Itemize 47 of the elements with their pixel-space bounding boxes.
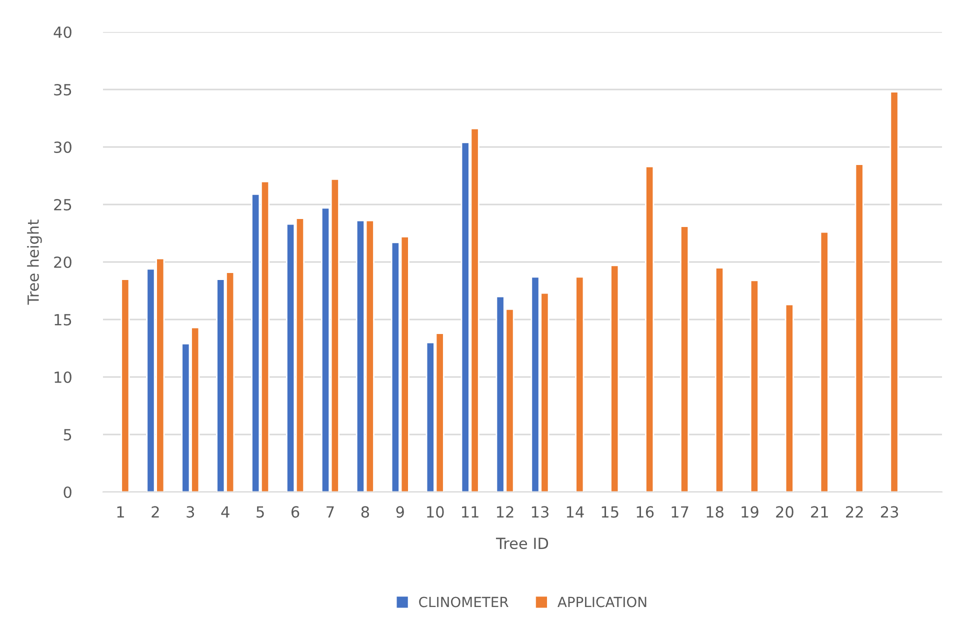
x-tick-label: 9 — [396, 506, 404, 518]
y-tick-label: 5 — [64, 429, 72, 441]
x-axis-title: Tree ID — [496, 538, 548, 550]
y-tick-label: 35 — [54, 84, 72, 96]
x-tick-label: 23 — [880, 506, 898, 518]
x-tick-label: 5 — [256, 506, 264, 518]
y-tick-label: 0 — [64, 486, 72, 498]
bar — [854, 164, 864, 492]
x-tick-label: 1 — [117, 506, 124, 518]
x-tick-label: 22 — [846, 506, 863, 518]
y-tick-label: 15 — [54, 314, 72, 326]
x-tick-label: 8 — [361, 506, 369, 518]
y-tick-label: 20 — [54, 256, 72, 268]
bar — [820, 231, 829, 492]
y-tick-label: 40 — [54, 26, 72, 38]
bar — [750, 280, 759, 492]
x-tick-label: 20 — [776, 506, 794, 518]
bar — [680, 226, 690, 492]
x-tick-label: 2 — [152, 506, 159, 518]
x-tick-label: 6 — [291, 506, 300, 518]
x-tick-label: 7 — [326, 506, 334, 518]
x-tick-label: 10 — [427, 506, 444, 518]
x-tick-label: 16 — [636, 506, 654, 518]
x-tick-label: 11 — [462, 506, 478, 518]
bar — [890, 91, 899, 492]
x-tick-label: 21 — [811, 506, 828, 518]
x-tick-label: 17 — [672, 506, 688, 518]
x-tick-label: 3 — [186, 506, 194, 518]
y-tick-label: 30 — [54, 141, 72, 154]
legend-label: CLINOMETER — [419, 596, 508, 608]
x-tick-label: 15 — [602, 506, 618, 518]
y-tick-label: 25 — [54, 198, 72, 211]
x-tick-label: 18 — [706, 506, 724, 518]
x-tick-label: 13 — [532, 506, 548, 518]
x-tick-label: 4 — [221, 506, 230, 518]
x-tick-label: 12 — [496, 506, 514, 518]
bar — [575, 276, 584, 492]
bar — [714, 267, 724, 492]
bar — [784, 304, 794, 492]
x-tick-label: 19 — [742, 506, 758, 518]
bar — [645, 166, 654, 492]
y-tick-label: 10 — [54, 371, 72, 384]
bar — [610, 264, 620, 492]
bar — [120, 278, 130, 492]
y-axis-title: Tree height — [27, 220, 42, 305]
x-tick-label: 14 — [566, 506, 584, 518]
legend-label: APPLICATION — [558, 596, 646, 608]
